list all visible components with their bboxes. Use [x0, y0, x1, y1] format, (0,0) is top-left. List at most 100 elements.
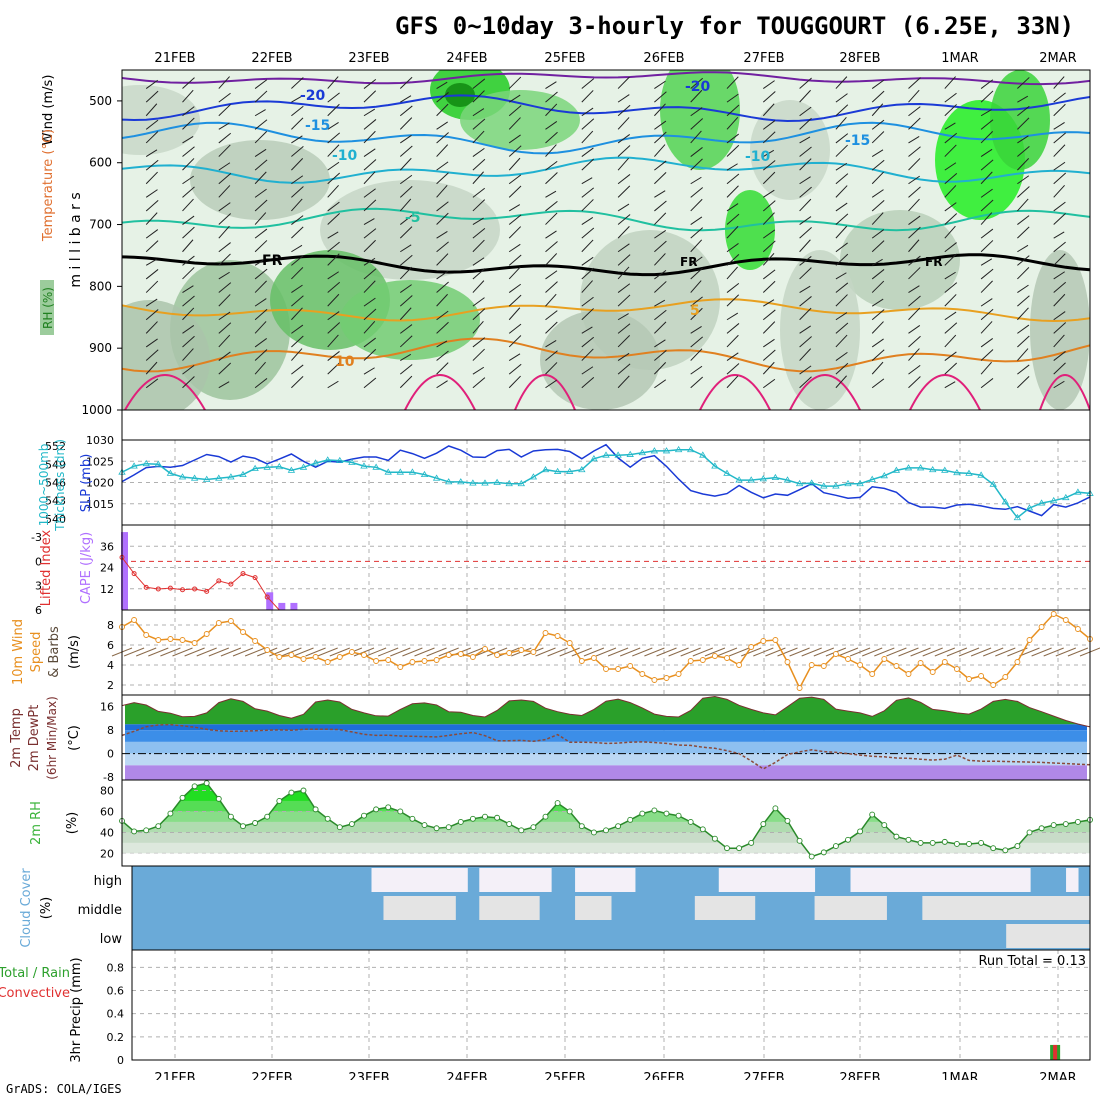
2m-rh-line-point [905, 836, 912, 843]
wind-speed-line-point [457, 651, 464, 657]
wind-barb [726, 363, 740, 375]
2m-rh-line-point [288, 789, 295, 796]
cloud-cell [754, 868, 768, 892]
thickness-tick: 549 [45, 458, 66, 471]
rh-band [122, 842, 1090, 854]
cloud-cell [862, 868, 875, 892]
wind-barb [835, 185, 848, 198]
isotherm-label: -20 [300, 88, 326, 104]
wind-barb [1017, 375, 1030, 389]
wind-barb [1053, 241, 1066, 253]
wind-barb [172, 647, 193, 657]
cloud-cell [1006, 896, 1019, 920]
wind-barb [944, 144, 957, 157]
wind-barb [254, 159, 268, 171]
wind-barb [620, 647, 641, 657]
thickness-line-point [941, 466, 949, 473]
wind-barb [690, 147, 703, 157]
wind-barb [944, 104, 957, 117]
cloud-cell [814, 896, 828, 920]
wind-barb [753, 647, 774, 657]
wind-barb [871, 240, 885, 253]
cloud-cell [862, 896, 875, 920]
wind-barb [472, 227, 486, 239]
wind-barb [363, 257, 376, 266]
cloud-cell [419, 868, 432, 892]
rh-tick: 80 [100, 784, 114, 797]
2m-rh-line-point [240, 823, 246, 830]
wind-barb [690, 348, 703, 361]
wind-barb [123, 647, 145, 657]
wind-barb [690, 376, 704, 389]
wind-barb [508, 185, 522, 198]
wind-barb [980, 90, 994, 103]
wind-barb [1053, 311, 1066, 321]
wind-barb [472, 187, 486, 198]
wind-barb [327, 231, 339, 239]
wind-barb [218, 294, 231, 307]
temp-cover [122, 695, 1090, 727]
wind-barb [327, 380, 339, 389]
wind-barb [726, 144, 740, 157]
wind-speed-line-point [760, 638, 767, 644]
wind-barb [254, 321, 267, 334]
wind-barb [690, 256, 703, 266]
rh-shading-area [122, 85, 200, 155]
wind-barb [762, 240, 776, 253]
cloud-cell [1054, 924, 1067, 948]
wind-barb [1017, 105, 1030, 117]
cloud-cell [527, 868, 540, 892]
wind-barb [291, 226, 304, 239]
wind-barb [1017, 284, 1029, 293]
wind-speed-line-point [990, 682, 997, 688]
wind-barb [654, 230, 666, 239]
wind-barb [218, 242, 231, 253]
wind-barb [472, 268, 486, 280]
thickness-line-point [1049, 496, 1058, 504]
wind-barb [508, 323, 522, 334]
wind-speed-line-point [566, 640, 573, 646]
wind-barb [801, 647, 822, 657]
thickness-line-point [832, 482, 840, 489]
wind-barb [908, 295, 921, 307]
wind-barb [317, 647, 338, 657]
2m-rh-line-point [300, 787, 307, 794]
date-label-top: 24FEB [446, 51, 487, 66]
2m-rh-line-point [155, 823, 162, 830]
wind-barb [145, 378, 159, 389]
thickness-line-point [735, 476, 743, 483]
isotherm-label: FR [680, 255, 697, 269]
wind-barb [944, 271, 956, 280]
precip-tick: 0 [117, 1054, 124, 1067]
wind-barb [1017, 266, 1030, 280]
2m-rh-line-point [143, 827, 150, 834]
isotherm-15 [514, 374, 576, 410]
wind-barb [472, 130, 485, 144]
wind-barb [871, 338, 884, 348]
thickness-line-point [856, 479, 864, 487]
wind-barb [291, 307, 303, 321]
cape-tick: 12 [100, 583, 114, 596]
2m-rh-line-point [615, 823, 622, 830]
wind-barb [400, 244, 412, 253]
wind-barb [327, 201, 340, 212]
wind-barb [763, 378, 776, 389]
2m-rh-line-point [227, 813, 234, 820]
wind-barb [291, 117, 304, 130]
wind-barb [763, 80, 775, 89]
wind-barb [436, 201, 449, 212]
thickness-line-point [420, 470, 429, 478]
wind-barb [145, 321, 158, 334]
wind-barb [508, 105, 522, 117]
wind-barb [944, 282, 958, 293]
cloud-cell [730, 868, 744, 892]
wind-barb [218, 144, 231, 157]
wind-barb [762, 120, 776, 130]
wind-barb [835, 362, 849, 375]
cloud-cell [970, 896, 983, 920]
wind-barb [726, 93, 739, 103]
wind-barb [763, 189, 775, 198]
wind-barb [218, 362, 232, 375]
wind-barb [726, 163, 738, 171]
